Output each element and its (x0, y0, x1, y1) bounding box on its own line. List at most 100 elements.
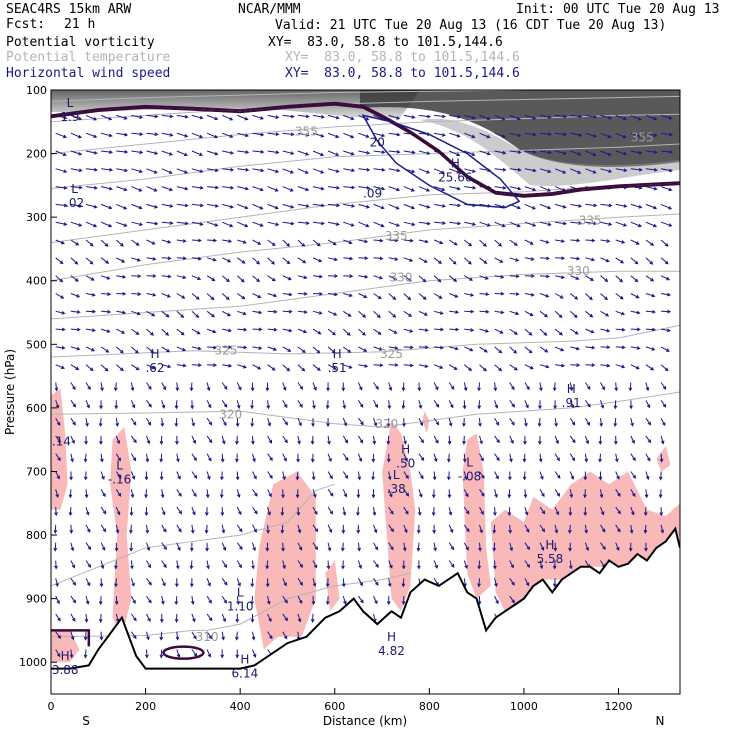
wind-vector (614, 382, 619, 392)
field-1-xy: XY= 83.0, 58.8 to 101.5,144.6 (268, 35, 503, 50)
wind-vector (114, 542, 119, 552)
wind-vector (115, 489, 122, 497)
wind-vector (221, 524, 226, 534)
wind-vector (583, 471, 588, 481)
wind-vector (388, 221, 401, 227)
wind-vector (70, 382, 76, 391)
wind-vector (479, 114, 491, 121)
wind-vector (297, 400, 303, 408)
wind-vector (146, 239, 156, 245)
wind-vector (434, 327, 445, 332)
wind-vector (191, 328, 201, 335)
wind-vector (189, 560, 194, 570)
wind-vector (55, 649, 61, 658)
wind-vector (371, 471, 375, 481)
wind-vector (236, 542, 243, 551)
wind-vector (524, 382, 530, 391)
wind-vector (630, 471, 636, 479)
wind-vector (146, 560, 151, 569)
wind-vector (267, 435, 272, 444)
wind-vector (206, 613, 213, 622)
wind-vector (358, 274, 369, 279)
wind-vector (448, 417, 453, 427)
wind-vector (570, 221, 583, 225)
wind-vector (554, 310, 563, 319)
wind-vector (539, 542, 545, 551)
theta-contour (51, 90, 680, 102)
wind-vector (433, 293, 443, 299)
wind-vector (207, 238, 218, 243)
wind-vector (70, 310, 81, 314)
wind-vector (433, 186, 446, 192)
wind-vector (342, 489, 348, 498)
y-tick-label: 700 (26, 465, 47, 478)
wind-vector (295, 489, 300, 499)
wind-vector (282, 239, 291, 247)
wind-vector (615, 239, 626, 244)
wind-vector (477, 560, 482, 570)
wind-vector (615, 364, 626, 369)
wind-vector (341, 524, 346, 534)
wind-vector (176, 132, 189, 138)
x-tick-label: 600 (324, 700, 345, 713)
wind-vector (418, 364, 429, 368)
wind-vector (449, 150, 461, 157)
wind-vector (494, 453, 500, 462)
wind-vector (356, 489, 361, 499)
wind-vector (433, 257, 443, 265)
wind-vector (85, 275, 95, 281)
wind-vector (388, 328, 398, 334)
wind-vector (206, 400, 212, 409)
wind-vector (237, 203, 249, 210)
wind-vector (569, 417, 576, 426)
wind-vector (509, 417, 515, 426)
wind-vector (342, 435, 349, 444)
wind-vector (101, 150, 114, 154)
wind-vector (175, 435, 179, 445)
wind-vector (191, 293, 200, 300)
wind-vector (176, 168, 189, 174)
wind-vector (555, 114, 568, 119)
wind-vector (221, 417, 227, 427)
theta-contour-label: 325 (380, 347, 403, 361)
wind-vector (297, 578, 303, 586)
shaded-region (462, 433, 491, 599)
extremum-value: .62 (145, 361, 164, 375)
wind-vector (372, 435, 377, 445)
wind-vector (570, 256, 581, 261)
wind-vector (328, 185, 341, 190)
wind-vector (161, 256, 172, 261)
wind-vector (146, 578, 152, 586)
wind-vector (84, 613, 89, 623)
wind-vector (554, 203, 567, 209)
wind-vector (358, 310, 367, 318)
wind-vector (282, 168, 294, 174)
wind-vector (402, 418, 406, 428)
wind-vector (327, 239, 337, 246)
wind-vector (55, 293, 65, 299)
y-tick-label: 400 (26, 275, 47, 288)
wind-vector (569, 471, 575, 480)
wind-vector (343, 239, 353, 245)
wind-vector (569, 310, 578, 319)
wind-vector (237, 114, 249, 121)
wind-vector (418, 471, 424, 480)
wind-vector (570, 132, 583, 137)
wind-vector (418, 310, 429, 316)
wind-vector (130, 382, 135, 392)
wind-vector (449, 186, 461, 191)
wind-vector (357, 382, 363, 391)
wind-vector (615, 327, 626, 332)
wind-vector (418, 150, 431, 155)
wind-vector (101, 167, 114, 172)
wind-vector (252, 489, 258, 497)
wind-vector (312, 221, 325, 226)
wind-vector (131, 114, 144, 119)
wind-vector (131, 168, 144, 173)
wind-vector (388, 203, 400, 210)
wind-vector (600, 293, 608, 301)
wind-vector (539, 132, 553, 136)
extremum-value: .02 (65, 196, 84, 210)
wind-vector (569, 293, 579, 300)
